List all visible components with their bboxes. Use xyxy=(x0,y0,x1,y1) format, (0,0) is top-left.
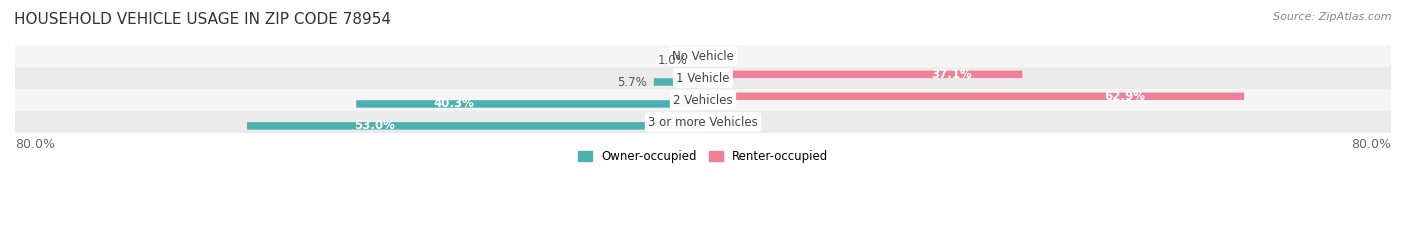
FancyBboxPatch shape xyxy=(356,100,703,108)
Text: No Vehicle: No Vehicle xyxy=(672,50,734,63)
FancyBboxPatch shape xyxy=(15,111,1391,133)
FancyBboxPatch shape xyxy=(703,71,1022,78)
Text: 80.0%: 80.0% xyxy=(15,138,55,151)
FancyBboxPatch shape xyxy=(703,92,1244,100)
Text: 1.0%: 1.0% xyxy=(658,54,688,67)
Text: 40.3%: 40.3% xyxy=(433,97,474,110)
Legend: Owner-occupied, Renter-occupied: Owner-occupied, Renter-occupied xyxy=(572,146,834,168)
FancyBboxPatch shape xyxy=(15,67,1391,89)
Text: HOUSEHOLD VEHICLE USAGE IN ZIP CODE 78954: HOUSEHOLD VEHICLE USAGE IN ZIP CODE 7895… xyxy=(14,12,391,27)
Text: 53.0%: 53.0% xyxy=(354,119,395,132)
Text: 1 Vehicle: 1 Vehicle xyxy=(676,72,730,85)
FancyBboxPatch shape xyxy=(654,78,703,86)
Text: Source: ZipAtlas.com: Source: ZipAtlas.com xyxy=(1274,12,1392,22)
Text: 5.7%: 5.7% xyxy=(617,76,647,88)
FancyBboxPatch shape xyxy=(15,45,1391,67)
Text: 80.0%: 80.0% xyxy=(1351,138,1391,151)
Text: 62.9%: 62.9% xyxy=(1105,90,1146,103)
Text: 3 or more Vehicles: 3 or more Vehicles xyxy=(648,116,758,128)
Text: 2 Vehicles: 2 Vehicles xyxy=(673,94,733,107)
FancyBboxPatch shape xyxy=(695,56,703,64)
FancyBboxPatch shape xyxy=(247,122,703,130)
Text: 37.1%: 37.1% xyxy=(932,68,972,81)
FancyBboxPatch shape xyxy=(15,89,1391,111)
